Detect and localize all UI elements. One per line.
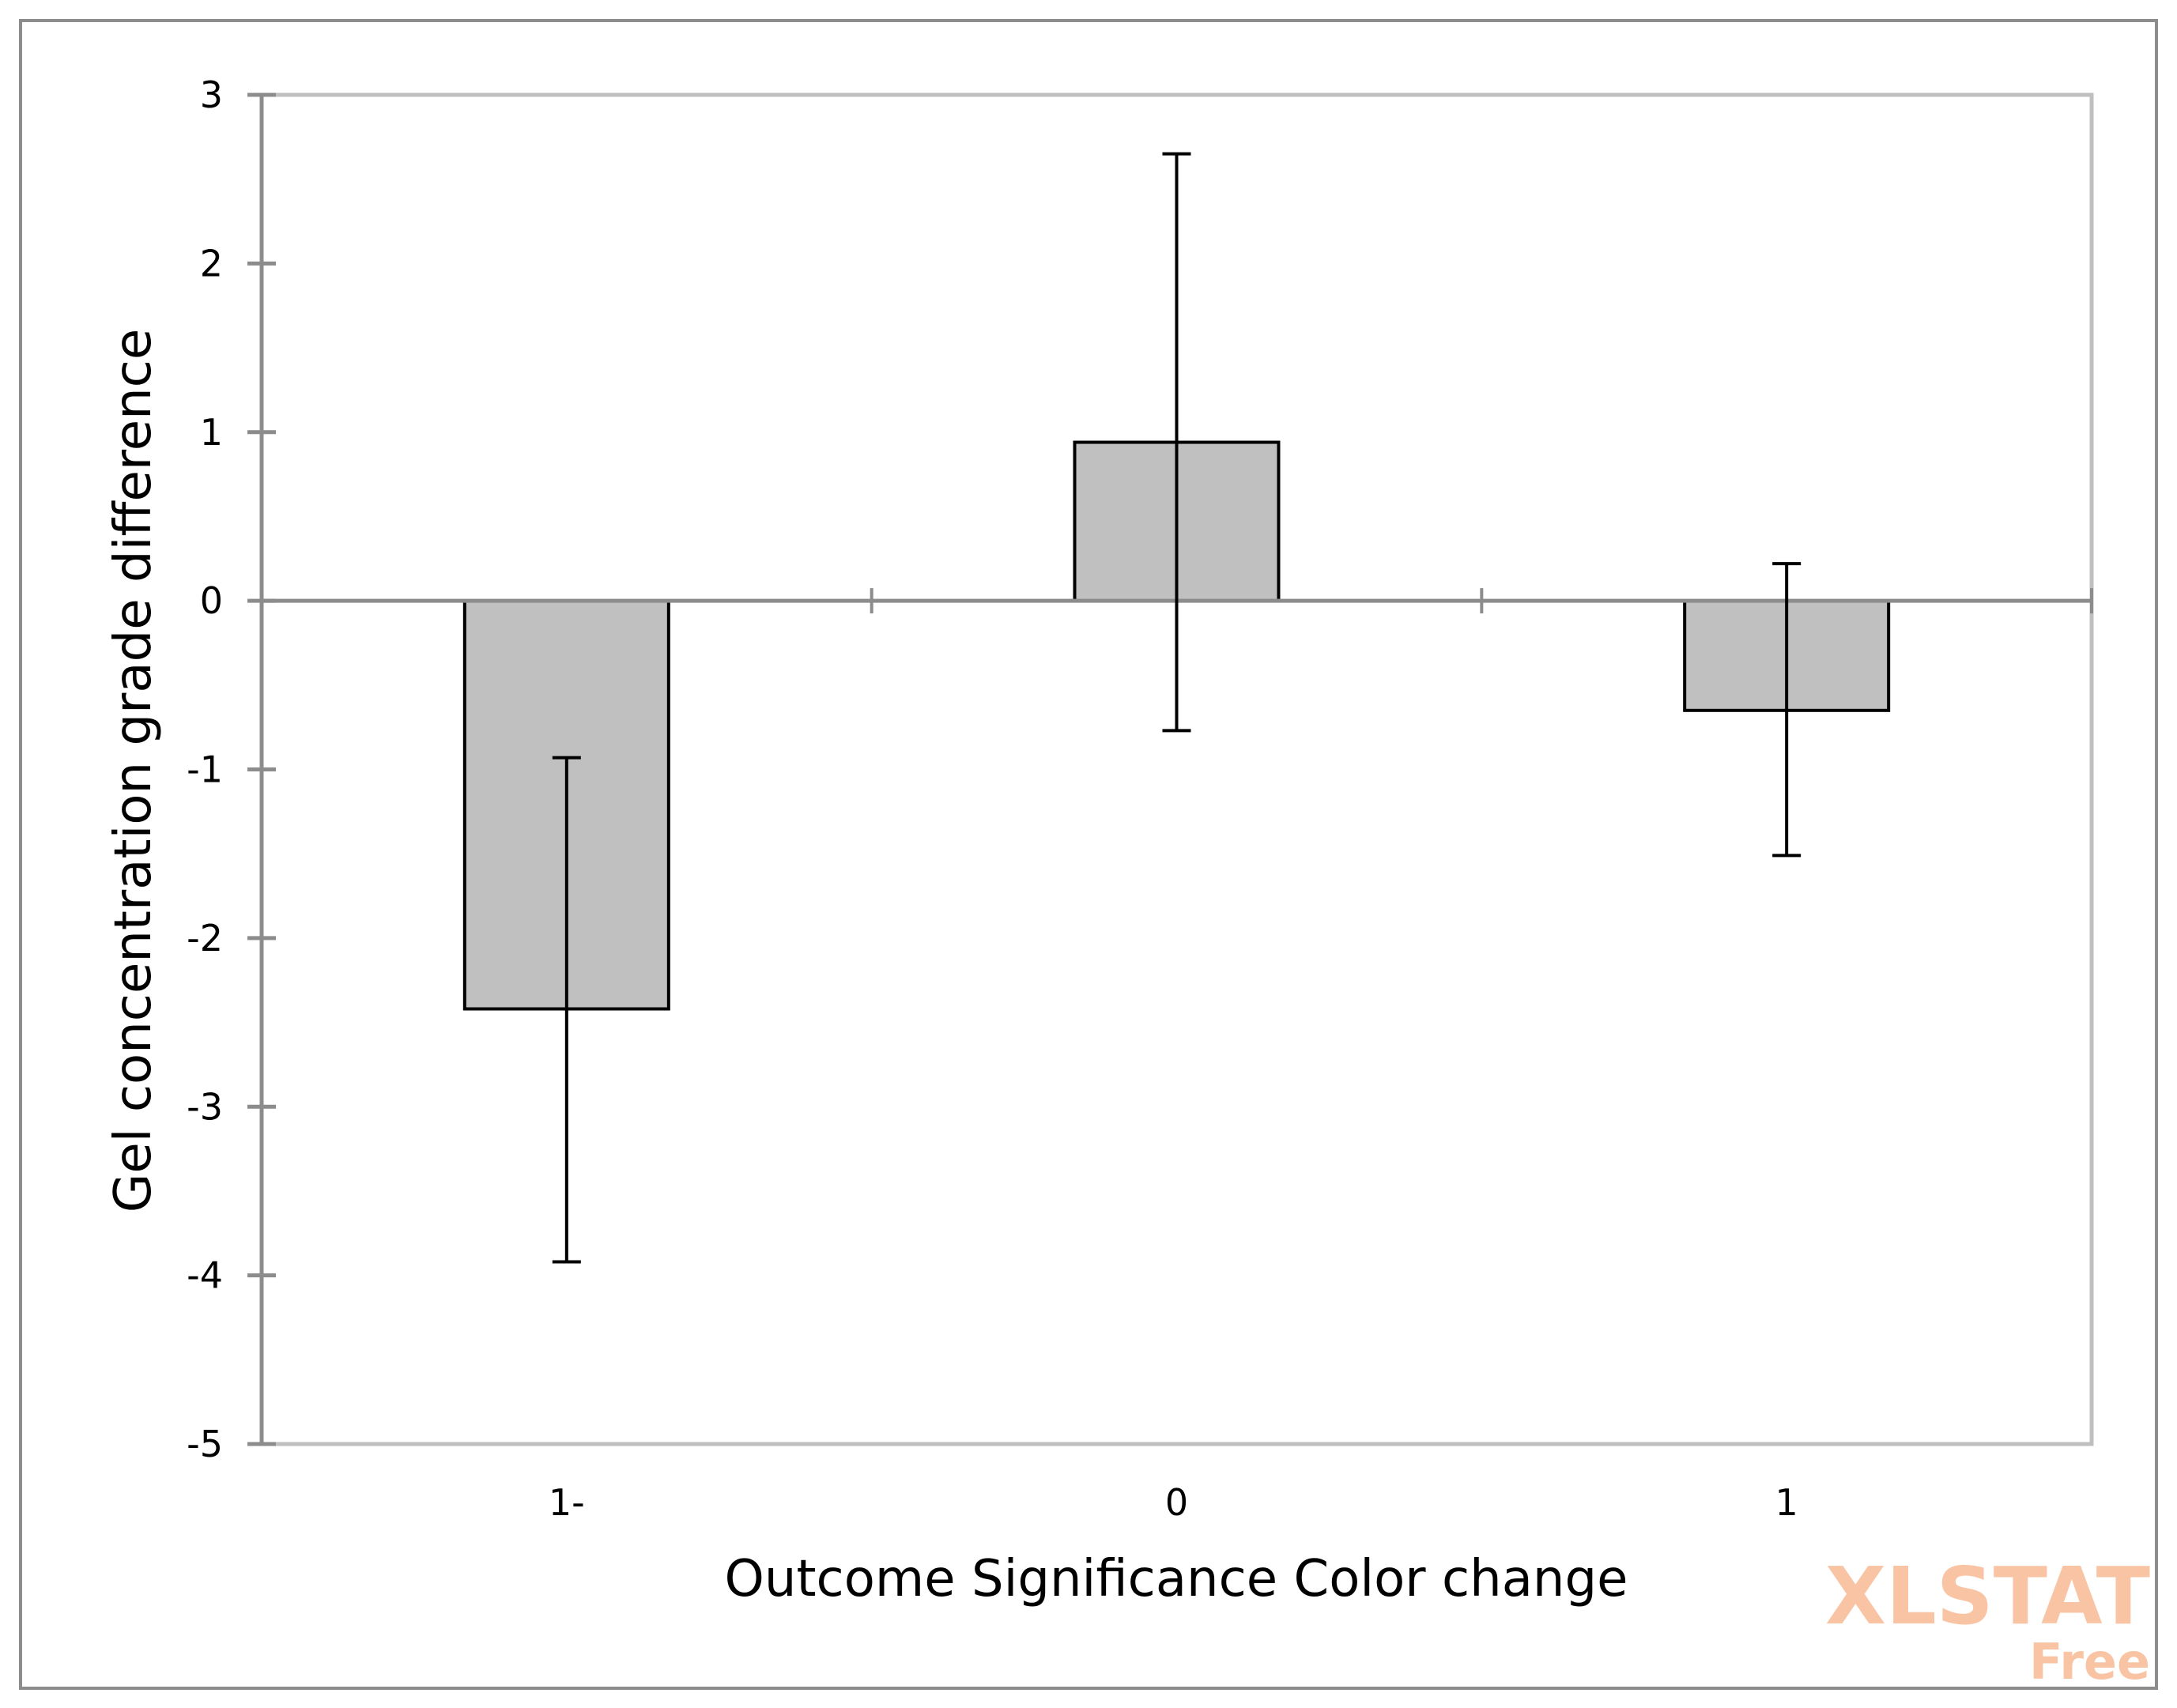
error-bars-group: [552, 152, 1802, 1264]
watermark-sub: Free: [2029, 1633, 2150, 1691]
y-tick-label: -1: [187, 748, 223, 791]
y-tick-label: 1: [200, 411, 223, 454]
y-tick-label: -3: [187, 1085, 223, 1128]
x-axis-title: Outcome Significance Color change: [725, 1550, 1628, 1608]
y-tick-label: -5: [187, 1423, 223, 1465]
x-tick-label: 1: [1775, 1481, 1798, 1524]
y-axis-title: Gel concentration grade difference: [104, 329, 163, 1212]
y-tick-label: 2: [200, 242, 223, 285]
x-tick-label: 1-: [549, 1481, 585, 1524]
outer-border: [19, 19, 2158, 1690]
tick-labels-group: 3 2 1 0 -1 -2 -3 -4 -5 1- 0 1: [187, 74, 1798, 1524]
watermark-logo: XLSTAT: [1825, 1550, 2150, 1642]
y-tick-label: 0: [200, 579, 223, 622]
y-tick-label: -2: [187, 917, 223, 960]
y-tick-label: -4: [187, 1254, 223, 1297]
x-tick-label: 0: [1165, 1481, 1188, 1524]
y-tick-label: 3: [200, 74, 223, 116]
